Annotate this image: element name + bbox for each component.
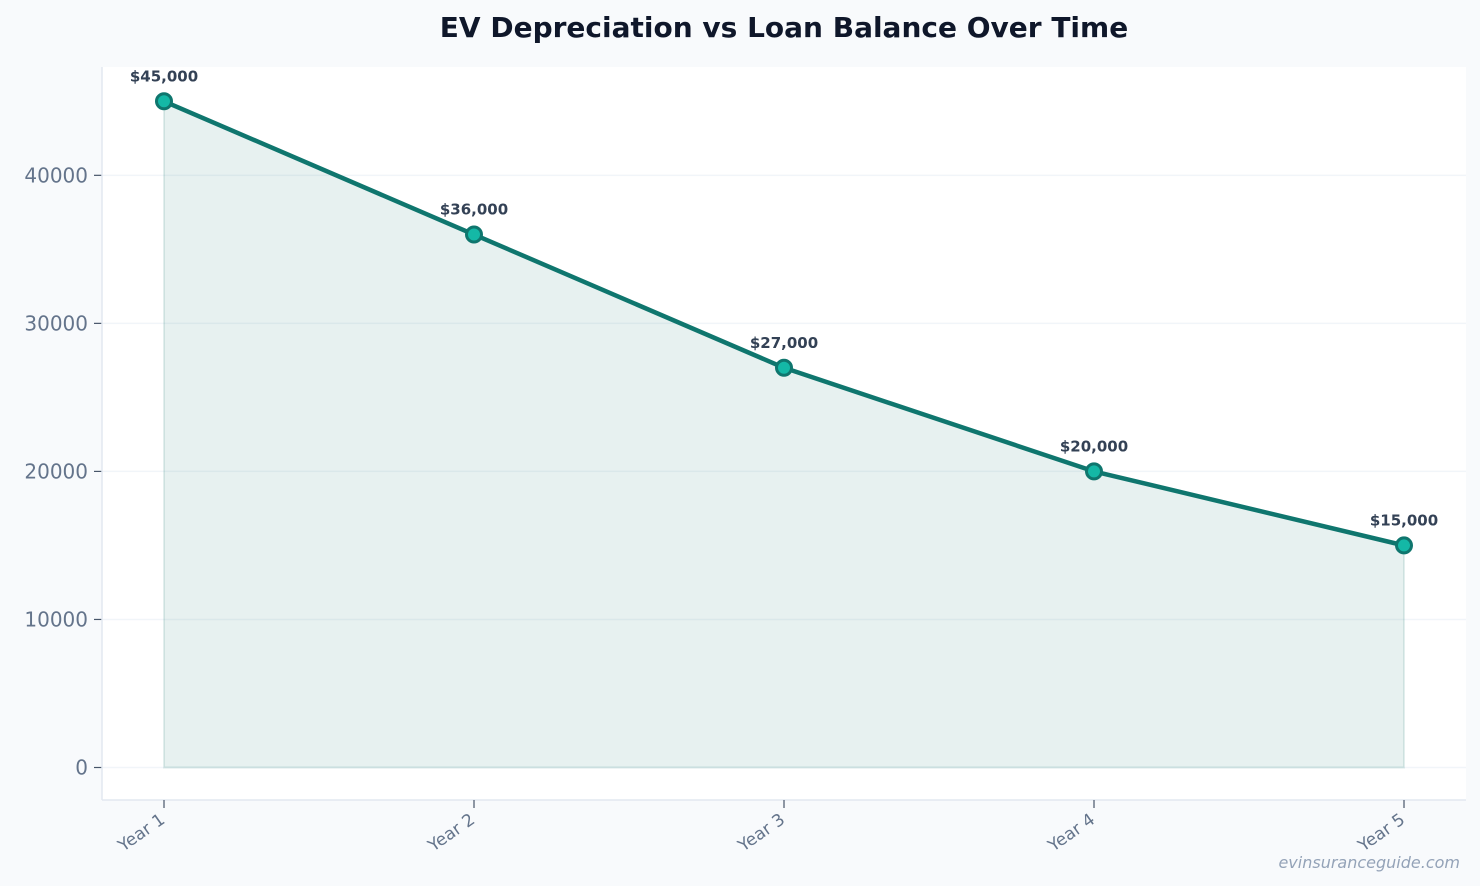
data-label-3: $27,000 xyxy=(750,334,818,352)
xtick-label-3: Year 3 xyxy=(734,810,789,857)
xtick-label-4: Year 4 xyxy=(1044,810,1099,857)
axes xyxy=(94,67,1466,808)
data-points xyxy=(155,92,1413,555)
watermark-text: evinsuranceguide.com xyxy=(1278,853,1460,872)
xtick-label-2: Year 2 xyxy=(424,810,479,857)
data-label-5: $15,000 xyxy=(1370,511,1438,529)
ytick-label-20000: 20000 xyxy=(24,459,88,483)
plot-area xyxy=(102,67,1466,800)
data-point-3 xyxy=(775,358,793,377)
data-point-1 xyxy=(155,92,173,111)
data-point-2 xyxy=(465,225,483,244)
ytick-label-10000: 10000 xyxy=(24,607,88,631)
data-labels: $45,000 $36,000 $27,000 $20,000 $15,000 xyxy=(130,67,1438,529)
data-point-4 xyxy=(1085,462,1103,481)
xtick-label-5: Year 5 xyxy=(1354,810,1409,857)
chart-title: EV Depreciation vs Loan Balance Over Tim… xyxy=(440,11,1128,44)
grid-lines xyxy=(102,174,1466,769)
data-label-4: $20,000 xyxy=(1060,437,1128,455)
ytick-label-0: 0 xyxy=(75,756,88,780)
ytick-label-30000: 30000 xyxy=(24,311,88,335)
data-point-5 xyxy=(1395,536,1413,555)
ytick-label-40000: 40000 xyxy=(24,163,88,187)
xtick-label-1: Year 1 xyxy=(114,810,169,857)
data-label-1: $45,000 xyxy=(130,67,198,85)
data-label-2: $36,000 xyxy=(440,201,508,219)
